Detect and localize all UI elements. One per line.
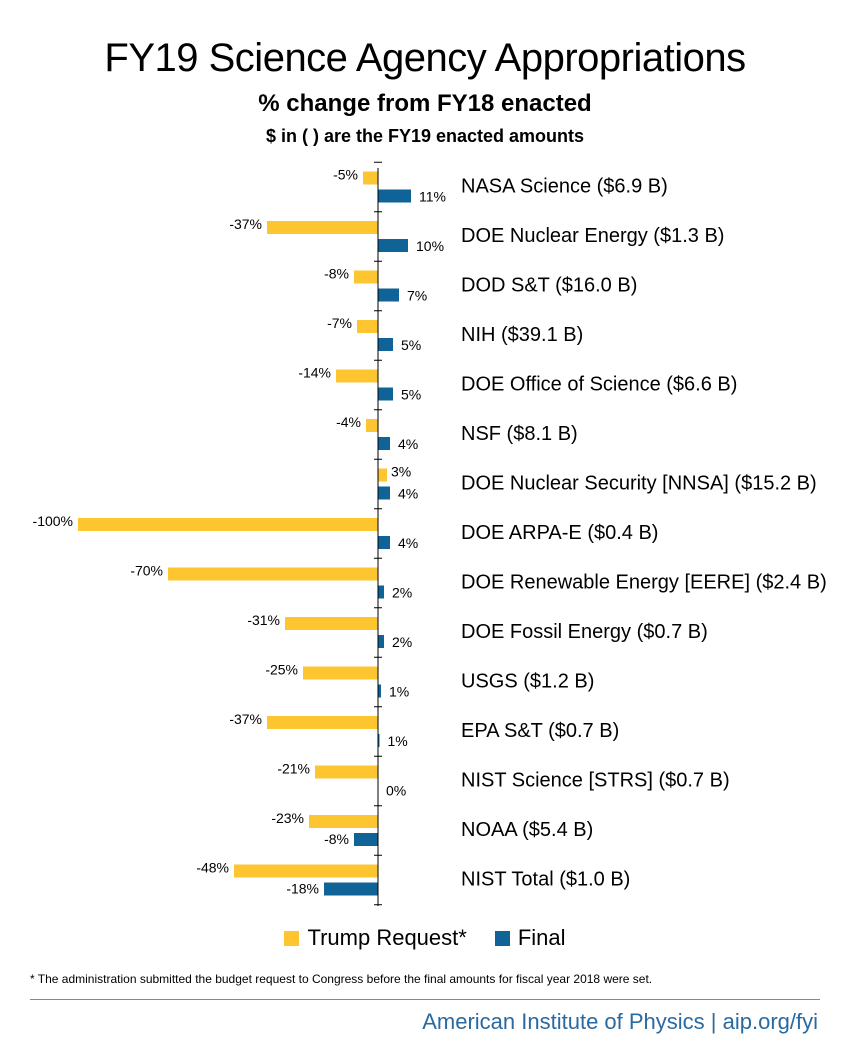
data-label-final: 5% (401, 337, 421, 353)
bar-final (378, 338, 393, 351)
bar-chart: -5% 11% NASA Science ($6.9 B) -37% 10% DOE Nu… (33, 161, 827, 906)
bar-request (336, 369, 378, 383)
legend-label-final: Final (517, 925, 566, 950)
category-label: NIH ($39.1 B) (461, 324, 583, 346)
bar-request (168, 567, 378, 581)
chart-note: $ in ( ) are the FY19 enacted amounts (265, 126, 585, 146)
legend-item-final: Final (494, 925, 566, 951)
bar-request (357, 320, 378, 333)
legend-swatch-final (494, 930, 510, 946)
bar-request (363, 171, 378, 185)
bar-final (324, 882, 378, 896)
bar-request (309, 815, 378, 828)
data-label-request: -7% (327, 315, 352, 331)
data-label-final: 7% (407, 288, 427, 304)
category-label: DOE ARPA-E ($0.4 B) (461, 522, 658, 544)
chart-title: FY19 Science Agency Appropriations (104, 36, 746, 80)
chart-subtitle: % change from FY18 enacted (258, 90, 592, 117)
data-label-final: 11% (419, 189, 446, 205)
data-label-final: 4% (398, 486, 418, 502)
data-label-request: -25% (265, 662, 298, 678)
category-label: DOE Nuclear Security [NNSA] ($15.2 B) (461, 472, 817, 494)
data-label-request: -31% (247, 612, 280, 628)
bar-request (378, 468, 387, 482)
bar-request (303, 666, 378, 680)
category-label: EPA S&T ($0.7 B) (461, 720, 619, 742)
bar-final (378, 288, 399, 302)
bar-final (378, 239, 408, 252)
category-label: NIST Total ($1.0 B) (461, 868, 630, 890)
legend-label-request: Trump Request* (307, 925, 467, 950)
category-label: DOE Nuclear Energy ($1.3 B) (461, 225, 724, 247)
bar-request (285, 617, 378, 630)
credit-line: American Institute of Physics | aip.org/… (422, 1009, 818, 1034)
data-label-request: -21% (277, 761, 310, 777)
category-label: DOE Office of Science ($6.6 B) (461, 373, 737, 395)
category-label: NASA Science ($6.9 B) (461, 175, 668, 197)
bar-final (378, 189, 411, 203)
data-label-final: 1% (388, 733, 408, 749)
bar-final (378, 387, 393, 401)
bar-request (78, 518, 378, 531)
bar-request (267, 221, 378, 234)
legend-swatch-request (284, 930, 300, 946)
bar-final (354, 833, 378, 846)
data-label-final: 10% (416, 238, 444, 254)
bar-final (378, 734, 380, 747)
bar-final (378, 684, 381, 698)
data-label-final: 2% (392, 585, 412, 601)
data-label-request: -70% (130, 563, 163, 579)
category-label: DOE Fossil Energy ($0.7 B) (461, 621, 708, 643)
data-label-final: 1% (389, 684, 409, 700)
data-label-request: -8% (324, 266, 349, 282)
chart-legend: Trump Request* Final (0, 925, 850, 951)
data-label-final: 0% (386, 783, 406, 799)
data-label-request: -100% (33, 513, 73, 529)
data-label-final: -8% (324, 831, 349, 847)
data-label-request: -23% (271, 810, 304, 826)
data-label-final: -18% (286, 881, 319, 897)
footnote: * The administration submitted the budge… (30, 972, 653, 986)
bar-request (234, 864, 378, 878)
bar-final (378, 585, 384, 599)
legend-item-request: Trump Request* (284, 925, 467, 951)
bar-request (354, 270, 378, 284)
bar-request (315, 765, 378, 779)
data-label-final: 2% (392, 634, 412, 650)
category-label: DOD S&T ($16.0 B) (461, 274, 637, 296)
category-label: NIST Science [STRS] ($0.7 B) (461, 769, 730, 791)
category-label: NOAA ($5.4 B) (461, 819, 593, 841)
bar-final (378, 486, 390, 500)
bar-final (378, 437, 390, 450)
data-label-request: -37% (229, 711, 262, 727)
data-label-request: -14% (298, 365, 331, 381)
divider (30, 999, 820, 1000)
data-label-final: 4% (398, 436, 418, 452)
category-label: NSF ($8.1 B) (461, 423, 578, 445)
bar-request (267, 716, 378, 729)
data-label-request: -37% (229, 216, 262, 232)
bar-final (378, 536, 390, 549)
data-label-final: 5% (401, 387, 421, 403)
category-label: DOE Renewable Energy [EERE] ($2.4 B) (461, 571, 827, 593)
data-label-request: 3% (391, 464, 411, 480)
bar-request (366, 419, 378, 432)
data-label-request: -4% (336, 414, 361, 430)
data-label-final: 4% (398, 535, 418, 551)
category-label: USGS ($1.2 B) (461, 670, 594, 692)
data-label-request: -48% (196, 860, 229, 876)
data-label-request: -5% (333, 167, 358, 183)
bar-final (378, 635, 384, 648)
